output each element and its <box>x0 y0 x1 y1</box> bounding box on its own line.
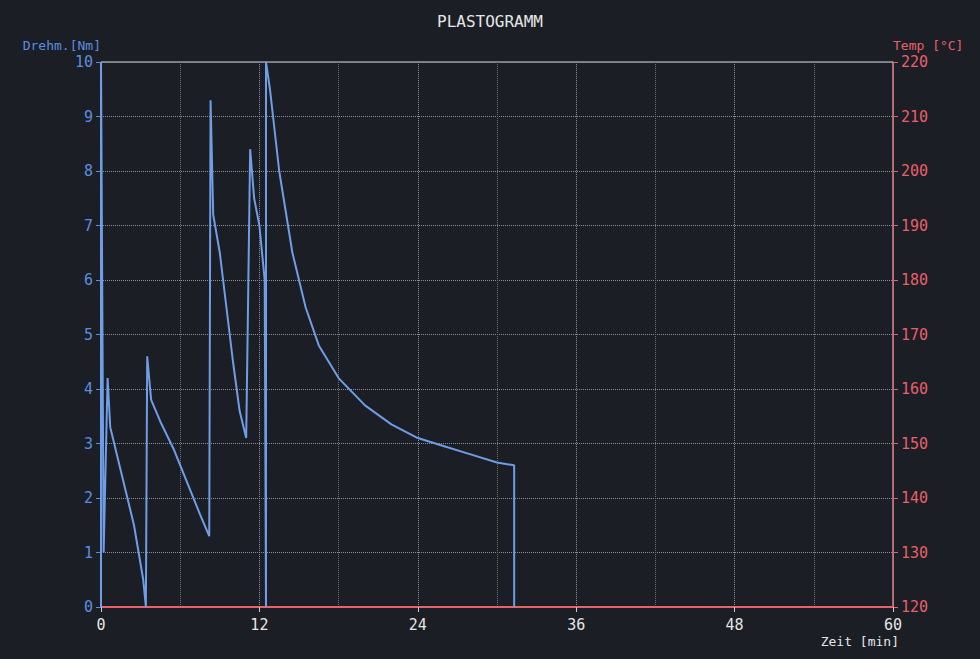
svg-text:0: 0 <box>84 598 93 616</box>
svg-text:1: 1 <box>84 544 93 562</box>
svg-text:170: 170 <box>901 326 928 344</box>
svg-text:Zeit [min]: Zeit [min] <box>821 634 899 649</box>
svg-text:150: 150 <box>901 435 928 453</box>
svg-text:12: 12 <box>250 616 268 634</box>
svg-text:140: 140 <box>901 489 928 507</box>
svg-text:5: 5 <box>84 326 93 344</box>
svg-text:Temp [°C]: Temp [°C] <box>893 38 963 53</box>
svg-text:220: 220 <box>901 53 928 71</box>
svg-text:120: 120 <box>901 598 928 616</box>
svg-text:200: 200 <box>901 162 928 180</box>
svg-text:36: 36 <box>567 616 585 634</box>
svg-text:24: 24 <box>409 616 427 634</box>
svg-text:160: 160 <box>901 380 928 398</box>
svg-text:48: 48 <box>726 616 744 634</box>
svg-text:180: 180 <box>901 271 928 289</box>
svg-text:7: 7 <box>84 217 93 235</box>
svg-text:2: 2 <box>84 489 93 507</box>
svg-text:210: 210 <box>901 108 928 126</box>
svg-text:8: 8 <box>84 162 93 180</box>
svg-text:10: 10 <box>75 53 93 71</box>
svg-text:190: 190 <box>901 217 928 235</box>
svg-text:4: 4 <box>84 380 93 398</box>
svg-text:0: 0 <box>96 616 105 634</box>
svg-text:PLASTOGRAMM: PLASTOGRAMM <box>437 12 543 31</box>
svg-text:3: 3 <box>84 435 93 453</box>
svg-text:130: 130 <box>901 544 928 562</box>
svg-text:60: 60 <box>884 616 902 634</box>
svg-text:6: 6 <box>84 271 93 289</box>
svg-text:Drehm.[Nm]: Drehm.[Nm] <box>23 38 101 53</box>
svg-text:9: 9 <box>84 108 93 126</box>
